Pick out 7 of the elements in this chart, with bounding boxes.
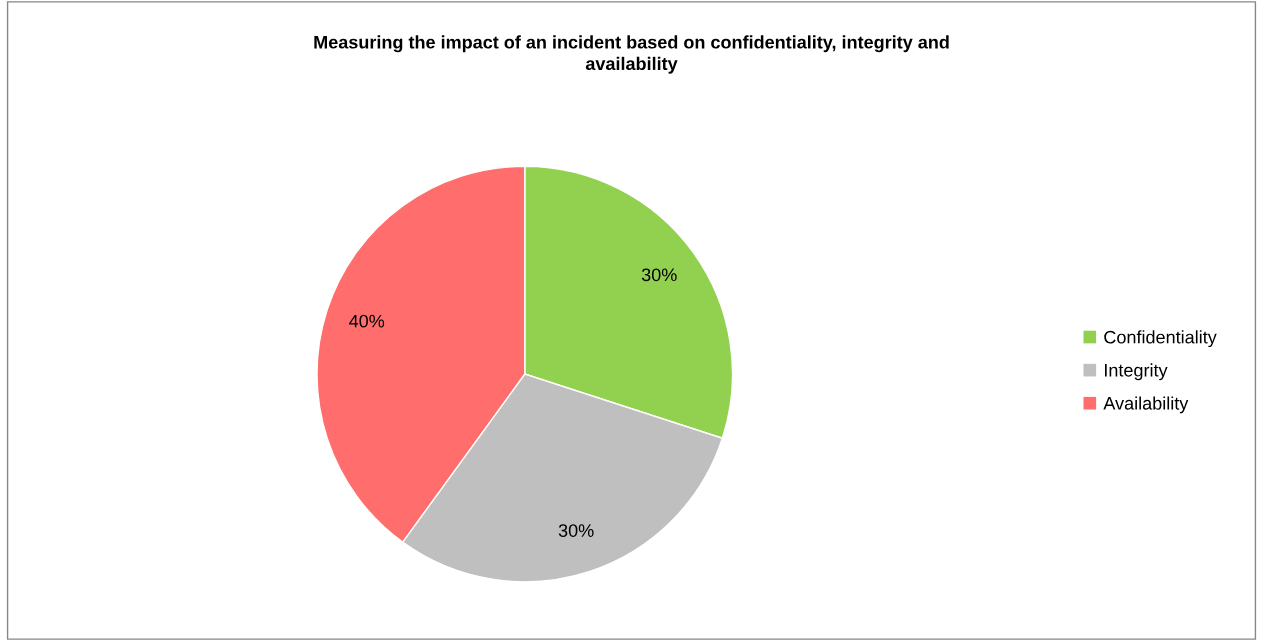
legend-label: Confidentiality — [1104, 330, 1217, 348]
data-label: 30% — [641, 268, 677, 282]
data-label: 40% — [349, 314, 385, 328]
legend-label: Integrity — [1105, 363, 1168, 381]
chart-title: Measuring the impact of an incident based on confidentiality, integrity and availability — [314, 35, 949, 74]
legend-label: Availability — [1103, 396, 1189, 414]
data-label: 30% — [558, 524, 594, 537]
